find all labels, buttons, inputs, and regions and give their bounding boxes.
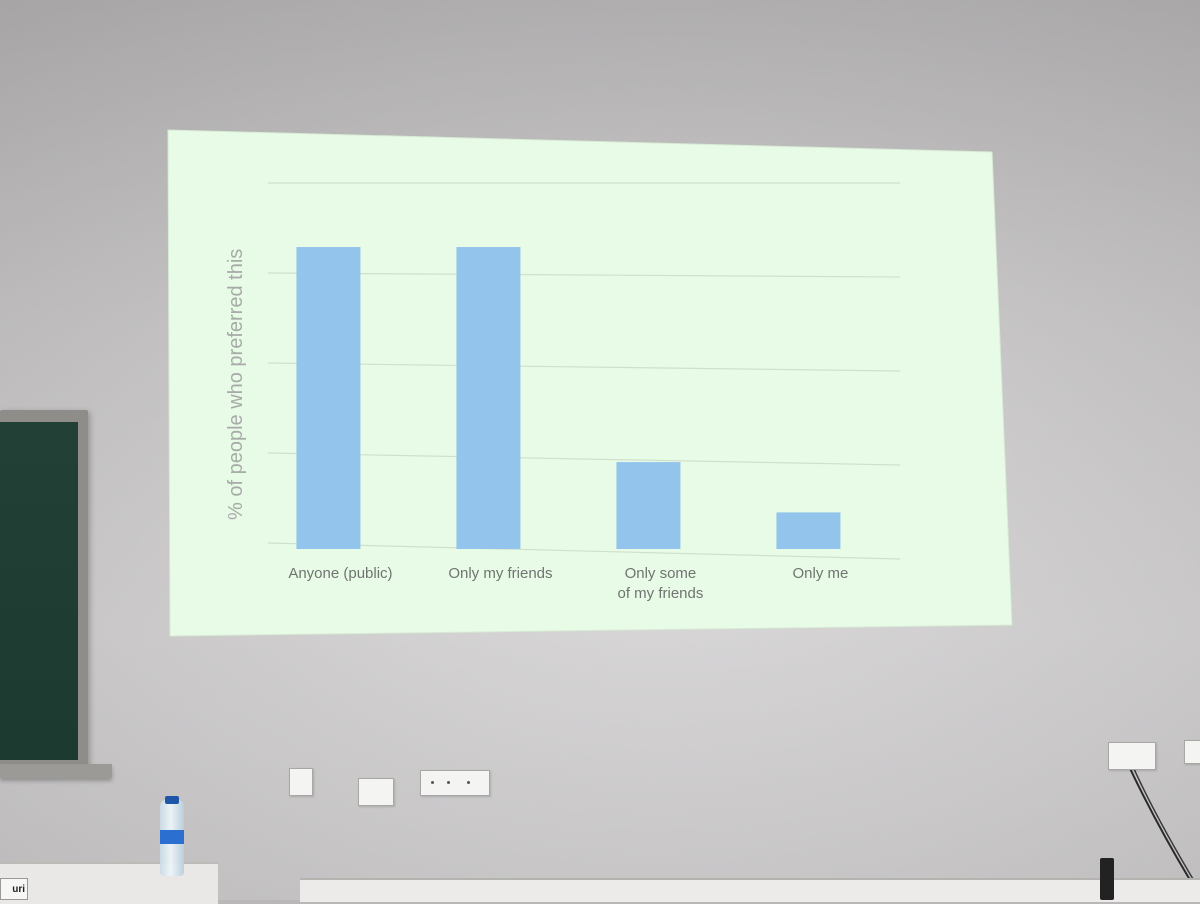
gridline bbox=[267, 542, 901, 560]
category-label: Only my friends bbox=[448, 565, 552, 582]
gridline bbox=[267, 452, 901, 466]
gridline bbox=[267, 362, 901, 372]
chart-gridlines bbox=[267, 182, 901, 560]
wall-socket-plate bbox=[420, 770, 490, 796]
category-label: Only me bbox=[793, 565, 849, 582]
chart-bars bbox=[296, 247, 841, 550]
category-label: Anyone (public) bbox=[288, 565, 392, 582]
socket-hole bbox=[431, 781, 434, 784]
tripod-leg bbox=[1100, 858, 1114, 900]
chalkboard bbox=[0, 410, 88, 770]
bar bbox=[296, 247, 361, 550]
bar bbox=[456, 247, 521, 550]
chalkboard-surface bbox=[0, 422, 78, 760]
name-card: uri bbox=[0, 878, 28, 900]
bar bbox=[776, 512, 841, 549]
bar bbox=[616, 462, 681, 549]
category-label: of my friends bbox=[618, 585, 704, 602]
bottle-label bbox=[160, 830, 184, 844]
chart-category-labels: Anyone (public) Only my friends Only some o… bbox=[288, 565, 848, 602]
chalk-ledge bbox=[0, 764, 112, 778]
gridline bbox=[267, 272, 901, 278]
wall-switch-plate bbox=[358, 778, 394, 806]
slide-background bbox=[167, 129, 1013, 637]
bottle-cap bbox=[165, 796, 179, 804]
wall-switch-plate bbox=[289, 768, 313, 796]
floor-trim bbox=[300, 878, 1200, 902]
desk bbox=[0, 862, 218, 904]
socket-hole bbox=[467, 781, 470, 784]
wall-socket-plate bbox=[1108, 742, 1156, 770]
wall-socket-plate bbox=[1184, 740, 1200, 764]
y-axis-label: % of people who preferred this bbox=[225, 249, 247, 520]
socket-hole bbox=[447, 781, 450, 784]
category-label: Only some bbox=[625, 565, 697, 582]
